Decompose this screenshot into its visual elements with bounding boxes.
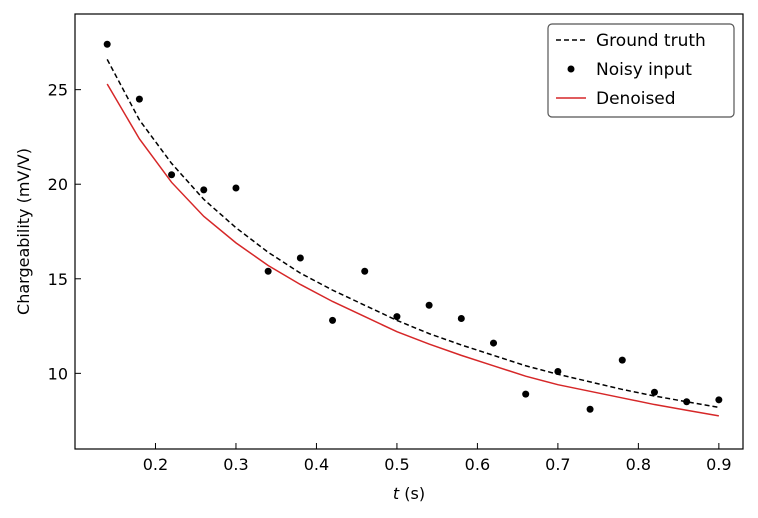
point-noisy-input-9 bbox=[393, 313, 401, 321]
legend-label-denoised: Denoised bbox=[596, 89, 676, 109]
point-noisy-input-19 bbox=[715, 396, 723, 404]
y-tick-label-3: 25 bbox=[48, 81, 68, 100]
y-axis-label: Chargeability (mV/V) bbox=[14, 148, 33, 315]
axis-ticks: 0.2 0.3 0.4 0.5 0.6 0.7 0.8 0.9 10 15 20 25 bbox=[48, 81, 732, 474]
x-axis-label: t (s) bbox=[393, 484, 425, 503]
point-noisy-input-11 bbox=[457, 315, 465, 322]
point-noisy-input-12 bbox=[490, 339, 498, 347]
point-noisy-input-6 bbox=[296, 254, 304, 262]
x-axis-unit: (s) bbox=[399, 484, 425, 503]
point-noisy-input-18 bbox=[683, 398, 691, 406]
y-tick-label-0: 10 bbox=[48, 364, 68, 383]
point-noisy-input-2 bbox=[168, 171, 176, 179]
point-noisy-input-0 bbox=[103, 40, 111, 48]
point-noisy-input-5 bbox=[264, 267, 272, 275]
point-noisy-input-8 bbox=[361, 267, 369, 275]
line-denoised bbox=[106, 83, 719, 417]
legend-swatch-noisy-input bbox=[567, 65, 575, 73]
x-tick-label-6: 0.8 bbox=[626, 455, 651, 474]
point-noisy-input-4 bbox=[232, 184, 240, 192]
x-tick-label-4: 0.6 bbox=[465, 455, 490, 474]
point-noisy-input-1 bbox=[135, 95, 143, 103]
y-tick-label-2: 20 bbox=[48, 175, 68, 194]
point-noisy-input-15 bbox=[586, 405, 594, 413]
point-noisy-input-7 bbox=[329, 316, 337, 324]
legend-box bbox=[547, 23, 735, 118]
series-layer bbox=[103, 40, 723, 417]
x-tick-label-2: 0.4 bbox=[304, 455, 329, 474]
x-tick-label-5: 0.7 bbox=[545, 455, 570, 474]
plot-frame bbox=[74, 13, 744, 450]
x-tick-label-3: 0.5 bbox=[384, 455, 409, 474]
x-axis-variable: t bbox=[393, 484, 400, 503]
point-noisy-input-10 bbox=[425, 301, 433, 309]
x-tick-label-7: 0.9 bbox=[706, 455, 731, 474]
x-tick-label-0: 0.2 bbox=[143, 455, 168, 474]
point-noisy-input-17 bbox=[650, 388, 658, 396]
legend-label-ground-truth: Ground truth bbox=[596, 31, 706, 51]
line-ground-truth bbox=[106, 59, 719, 409]
y-tick-label-1: 15 bbox=[48, 270, 68, 289]
legend-label-noisy-input: Noisy input bbox=[596, 60, 692, 80]
x-tick-label-1: 0.3 bbox=[223, 455, 248, 474]
point-noisy-input-16 bbox=[618, 356, 626, 364]
legend: Ground truth Noisy input Denoised bbox=[547, 23, 735, 118]
point-noisy-input-14 bbox=[554, 367, 562, 375]
point-noisy-input-13 bbox=[522, 390, 530, 398]
point-noisy-input-3 bbox=[200, 186, 208, 194]
